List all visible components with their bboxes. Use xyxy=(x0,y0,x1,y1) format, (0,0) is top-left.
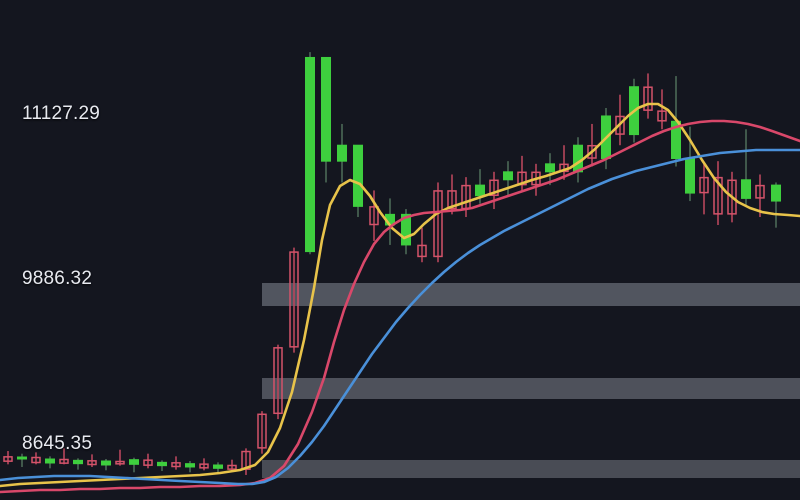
candle xyxy=(273,344,283,420)
candle xyxy=(713,161,723,225)
candle xyxy=(59,448,69,465)
candle xyxy=(369,190,379,241)
candle xyxy=(587,123,597,167)
candle xyxy=(199,458,209,471)
candle xyxy=(31,452,41,465)
candle xyxy=(241,448,251,475)
price-axis-label: 11127.29 xyxy=(22,103,101,124)
candle xyxy=(615,94,625,146)
candle xyxy=(157,460,167,471)
candle xyxy=(643,73,653,119)
candle xyxy=(353,144,363,218)
candle xyxy=(115,449,125,466)
candle xyxy=(321,56,331,183)
candle xyxy=(73,458,83,470)
candle xyxy=(143,453,153,469)
candle xyxy=(3,451,13,465)
price-axis-label: 8645.35 xyxy=(22,433,93,454)
candle xyxy=(289,247,299,353)
candle xyxy=(545,153,555,186)
overlay-band xyxy=(262,283,800,306)
overlay-band xyxy=(262,460,800,478)
candle xyxy=(129,457,139,473)
overlay-band xyxy=(262,378,800,399)
candle xyxy=(741,129,751,207)
candle xyxy=(185,461,195,473)
candle xyxy=(699,163,709,215)
candle xyxy=(171,456,181,470)
price-axis-label: 9886.32 xyxy=(22,268,93,289)
candle xyxy=(257,411,267,454)
ma-line-ma_slow xyxy=(0,148,800,486)
candle xyxy=(101,459,111,471)
candle xyxy=(771,182,781,228)
candle xyxy=(213,462,223,474)
candle xyxy=(17,453,27,467)
candle xyxy=(87,454,97,467)
ma-line-ma_mid xyxy=(0,119,800,494)
candle xyxy=(461,177,471,218)
candle xyxy=(227,459,237,472)
candle xyxy=(337,123,347,183)
candle xyxy=(657,89,667,130)
candle xyxy=(45,456,55,469)
candle xyxy=(417,227,427,263)
candle xyxy=(755,174,765,218)
candle xyxy=(433,182,443,263)
candle xyxy=(305,52,315,255)
candle xyxy=(489,171,499,210)
candle xyxy=(503,161,513,196)
